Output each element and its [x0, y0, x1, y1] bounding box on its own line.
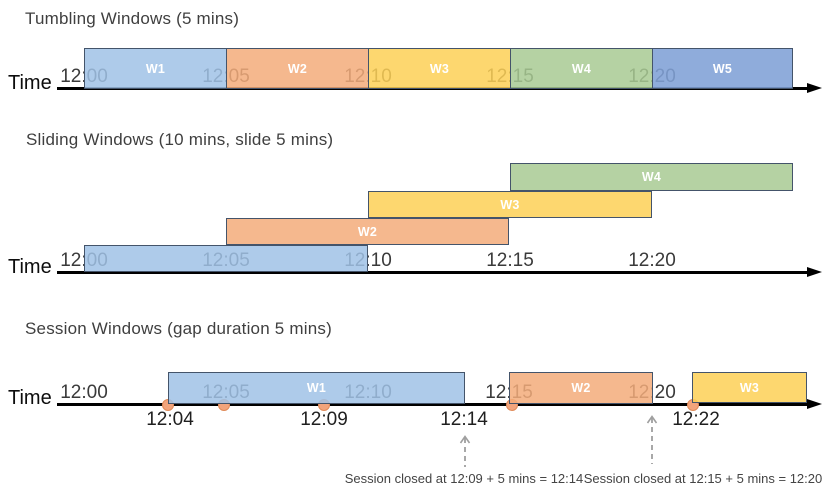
- session-window-w2-label: W2: [571, 381, 591, 395]
- sliding-tick-1220: 12:20: [628, 250, 676, 271]
- tumbling-window-w3-label: W3: [429, 61, 450, 76]
- event-time-1209: 12:09: [300, 409, 348, 430]
- session-close-annotation-1: Session closed at 12:09 + 5 mins = 12:14: [344, 471, 584, 486]
- session-axis-arrow-icon: [807, 399, 822, 409]
- sliding-window-w2: W2: [226, 218, 509, 245]
- sliding-window-w4: W4: [510, 163, 793, 191]
- sliding-tick-1215: 12:15: [486, 250, 534, 271]
- session-tick-1200: 12:00: [60, 382, 108, 403]
- sliding-section-title: Sliding Windows (10 mins, slide 5 mins): [26, 130, 334, 149]
- sliding-axis-arrow-icon: [807, 267, 822, 277]
- tumbling-window-w3: W3: [368, 48, 511, 89]
- session-section-title: Session Windows (gap duration 5 mins): [25, 319, 332, 338]
- event-time-1204: 12:04: [146, 409, 194, 430]
- tumbling-window-w4: W4: [510, 48, 653, 89]
- sliding-window-w2-label: W2: [357, 224, 378, 239]
- tumbling-window-w2: W2: [226, 48, 369, 89]
- sliding-window-w3: W3: [368, 191, 652, 218]
- session-window-w3-label: W3: [739, 380, 760, 395]
- sliding-window-w4-label: W4: [641, 170, 662, 184]
- tumbling-window-w5: W5: [652, 48, 793, 89]
- sliding-time-axis: [57, 271, 809, 274]
- sliding-window-w3-label: W3: [500, 197, 520, 212]
- event-time-1222: 12:22: [672, 409, 720, 430]
- session-window-w3: W3: [692, 372, 807, 403]
- session-window-w1: W1: [168, 372, 465, 404]
- session-close-arrow-1-icon: [459, 435, 471, 467]
- session-window-w2: W2: [509, 372, 653, 404]
- session-close-arrow-2-icon: [646, 415, 658, 464]
- tumbling-section-title: Tumbling Windows (5 mins): [25, 9, 240, 28]
- event-time-1214: 12:14: [440, 409, 488, 430]
- tumbling-window-w1: W1: [84, 48, 227, 89]
- tumbling-window-w1-label: W1: [145, 61, 166, 76]
- tumbling-window-w5-label: W5: [712, 61, 733, 76]
- session-window-w1-label: W1: [306, 381, 327, 395]
- tumbling-window-w4-label: W4: [571, 61, 592, 76]
- sliding-time-axis-label: Time: [8, 256, 52, 278]
- session-close-annotation-2: Session closed at 12:15 + 5 mins = 12:20: [583, 471, 823, 486]
- sliding-window-w1: [84, 245, 368, 272]
- session-time-axis-label: Time: [8, 387, 52, 409]
- session-time-axis: [57, 403, 809, 406]
- tumbling-axis-arrow-icon: [807, 83, 822, 93]
- tumbling-time-axis-label: Time: [8, 72, 52, 94]
- tumbling-window-w2-label: W2: [287, 61, 308, 76]
